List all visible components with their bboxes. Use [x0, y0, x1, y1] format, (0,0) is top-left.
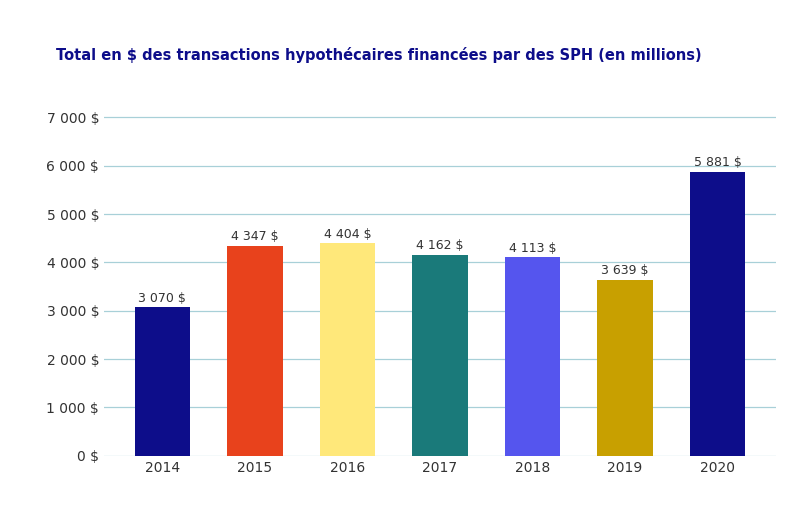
- Text: 4 404 $: 4 404 $: [324, 227, 371, 240]
- Bar: [505, 257, 560, 456]
- Text: 3 070 $: 3 070 $: [138, 292, 186, 305]
- Bar: [320, 243, 375, 456]
- Text: 3 639 $: 3 639 $: [602, 265, 649, 278]
- Bar: [598, 280, 653, 456]
- Bar: [227, 246, 282, 456]
- Text: 5 881 $: 5 881 $: [694, 156, 742, 169]
- Bar: [412, 255, 468, 456]
- Text: 4 113 $: 4 113 $: [509, 241, 556, 254]
- Bar: [690, 171, 746, 456]
- Text: 4 162 $: 4 162 $: [416, 239, 464, 252]
- Text: 4 347 $: 4 347 $: [231, 231, 278, 243]
- Text: Total en $ des transactions hypothécaires financées par des SPH (en millions): Total en $ des transactions hypothécaire…: [56, 47, 702, 63]
- Bar: [134, 307, 190, 456]
